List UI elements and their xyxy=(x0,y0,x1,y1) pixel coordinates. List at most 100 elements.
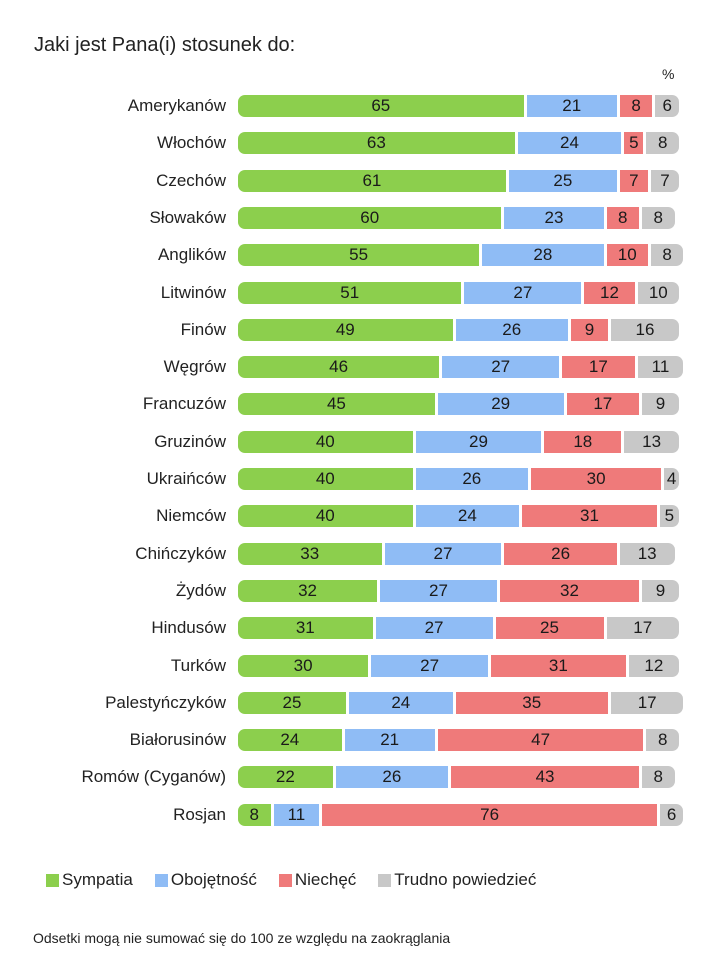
bar-segment-sympatia: 40 xyxy=(238,505,413,528)
bar-segment-trudno-powiedzieć: 13 xyxy=(619,542,675,565)
bar-segment-sympatia: 24 xyxy=(238,729,342,752)
category-label: Amerykanów xyxy=(127,96,226,115)
bar-segment-sympatia: 51 xyxy=(238,281,462,304)
bar-segment-niechęć: 17 xyxy=(566,393,640,416)
bar-segment-sympatia: 32 xyxy=(238,579,378,602)
legend-label: Niechęć xyxy=(294,870,357,889)
category-label: Niemców xyxy=(156,506,226,526)
bar-segment-obojętność: 27 xyxy=(380,579,497,602)
legend-swatch xyxy=(46,873,59,887)
bar-segment-sympatia: 55 xyxy=(238,244,480,267)
legend-swatch xyxy=(378,873,392,887)
bar-segment-niechęć: 5 xyxy=(624,132,644,155)
bar-segment-niechęć: 7 xyxy=(619,169,648,192)
legend-item: Sympatia xyxy=(46,870,133,890)
bar-segment-niechęć: 47 xyxy=(437,729,644,752)
bar-segment-trudno-powiedzieć: 6 xyxy=(659,803,684,826)
legend-swatch xyxy=(154,873,168,887)
bar-segment-niechęć: 76 xyxy=(322,803,657,826)
bar-segment-trudno-powiedzieć: 17 xyxy=(606,617,679,640)
legend-item: Trudno powiedzieć xyxy=(378,870,536,890)
bar-segment-trudno-powiedzieć: 9 xyxy=(642,393,679,416)
bar-segment-trudno-powiedzieć: 8 xyxy=(646,132,679,155)
bar-segment-niechęć: 8 xyxy=(606,206,640,229)
bar-segment-trudno-powiedzieć: 9 xyxy=(642,579,679,602)
bar-segment-sympatia: 33 xyxy=(238,542,382,565)
category-label: Węgrów xyxy=(163,357,226,377)
bar-segment-trudno-powiedzieć: 4 xyxy=(664,468,679,490)
bar-segment-trudno-powiedzieć: 5 xyxy=(659,505,679,528)
category-label: Ukraińców xyxy=(146,469,226,488)
bar-segment-sympatia: 61 xyxy=(238,169,506,192)
bar-segment-obojętność: 27 xyxy=(371,654,489,677)
category-label: Anglików xyxy=(157,245,226,265)
bar-segment-niechęć: 17 xyxy=(562,356,635,379)
bar-segment-trudno-powiedzieć: 8 xyxy=(642,206,675,229)
bar-segment-niechęć: 31 xyxy=(522,505,657,528)
category-label: Gruzinów xyxy=(154,431,226,451)
bar-segment-niechęć: 12 xyxy=(584,281,635,304)
bar-segment-sympatia: 63 xyxy=(238,132,515,155)
category-label: Hindusów xyxy=(151,618,226,638)
bar-segment-obojętność: 24 xyxy=(517,132,622,155)
bar-segment-obojętność: 21 xyxy=(526,95,617,117)
bar-segment-trudno-powiedzieć: 7 xyxy=(650,169,679,192)
bar-segment-sympatia: 60 xyxy=(238,206,502,229)
bar-segment-niechęć: 31 xyxy=(491,654,626,677)
bar-segment-obojętność: 27 xyxy=(464,281,582,304)
bar-segment-obojętność: 28 xyxy=(482,244,604,267)
bar-segment-niechęć: 30 xyxy=(531,468,662,490)
footnote: Odsetki mogą nie sumować się do 100 ze w… xyxy=(33,930,451,946)
bar-segment-trudno-powiedzieć: 6 xyxy=(655,95,679,117)
bar-segment-trudno-powiedzieć: 8 xyxy=(650,244,684,267)
bar-segment-sympatia: 40 xyxy=(238,468,413,490)
bar-segment-niechęć: 26 xyxy=(504,542,617,565)
bar-segment-sympatia: 65 xyxy=(238,95,524,117)
category-label: Francuzów xyxy=(142,394,226,414)
bar-segment-sympatia: 40 xyxy=(238,430,413,453)
bar-segment-niechęć: 32 xyxy=(499,579,640,602)
category-label: Rosjan xyxy=(173,804,226,824)
bar-segment-niechęć: 25 xyxy=(495,617,604,640)
legend-label: Sympatia xyxy=(62,870,133,889)
bar-segment-sympatia: 25 xyxy=(238,691,346,714)
category-label: Białorusinów xyxy=(129,730,226,750)
bar-segment-sympatia: 45 xyxy=(238,393,435,416)
legend: Sympatia Obojętność Niechęć Trudno powiedzi… xyxy=(46,870,536,890)
bar-segment-obojętność: 24 xyxy=(415,505,520,528)
category-label: Włochów xyxy=(157,133,226,153)
bar-segment-niechęć: 10 xyxy=(606,244,648,267)
category-label: Czechów xyxy=(156,170,226,190)
category-label: Słowaków xyxy=(149,207,226,227)
legend-item: Niechęć xyxy=(278,870,357,890)
bar-segment-niechęć: 18 xyxy=(544,430,622,453)
bar-segment-obojętność: 26 xyxy=(455,318,568,341)
legend-swatch xyxy=(278,873,292,887)
category-label: Litwinów xyxy=(160,282,226,302)
category-label: Żydów xyxy=(175,580,226,600)
bar-segment-trudno-powiedzieć: 16 xyxy=(610,318,679,341)
bar-segment-obojętność: 26 xyxy=(335,766,449,789)
bar-segment-trudno-powiedzieć: 11 xyxy=(637,356,684,379)
bar-segment-trudno-powiedzieć: 8 xyxy=(642,766,675,789)
legend-item: Obojętność xyxy=(154,870,257,890)
bar-segment-obojętność: 23 xyxy=(504,206,604,229)
bar-segment-trudno-powiedzieć: 13 xyxy=(624,430,679,453)
category-label: Turków xyxy=(170,655,226,675)
category-label: Romów (Cyganów) xyxy=(81,767,226,787)
legend-label: Trudno powiedzieć xyxy=(394,870,537,889)
bar-segment-niechęć: 35 xyxy=(455,691,608,714)
bar-segment-niechęć: 43 xyxy=(451,766,640,789)
category-label: Finów xyxy=(180,319,226,339)
bar-segment-obojętność: 29 xyxy=(437,393,564,416)
bar-segment-sympatia: 22 xyxy=(238,766,333,789)
chart-title: Jaki jest Pana(i) stosunek do: xyxy=(34,34,296,56)
bar-segment-sympatia: 46 xyxy=(238,356,440,379)
bar-segment-trudno-powiedzieć: 17 xyxy=(610,691,684,714)
bar-segment-obojętność: 24 xyxy=(349,691,453,714)
bar-segment-trudno-powiedzieć: 8 xyxy=(646,729,679,752)
bar-segment-trudno-powiedzieć: 10 xyxy=(637,281,679,304)
bar-segment-obojętność: 25 xyxy=(508,169,617,192)
bar-segment-obojętność: 21 xyxy=(344,729,435,752)
category-label: Chińczyków xyxy=(135,543,226,563)
